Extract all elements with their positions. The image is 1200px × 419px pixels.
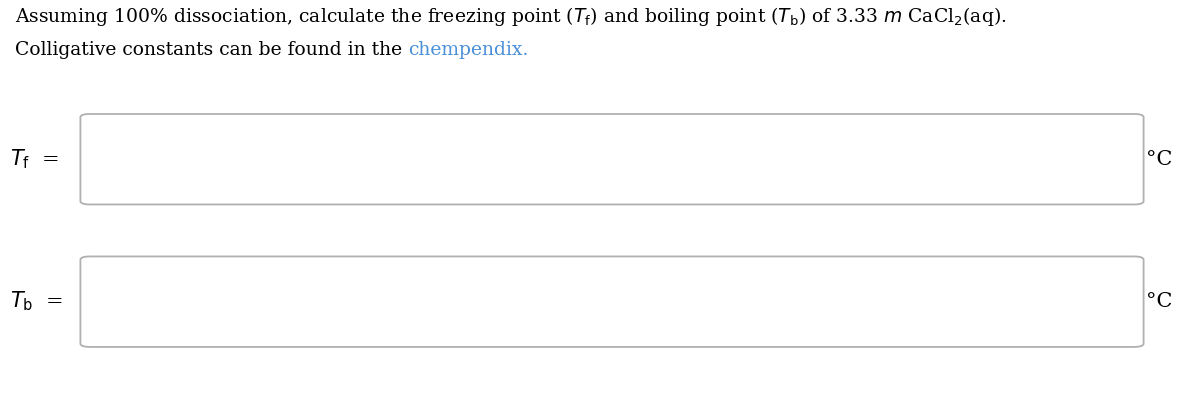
Text: Colligative constants can be found in the: Colligative constants can be found in th…: [14, 41, 408, 59]
Text: $T_\mathrm{b}$  =: $T_\mathrm{b}$ =: [10, 290, 62, 313]
Text: Assuming 100% dissociation, calculate the freezing point ($T_\mathrm{f}$) and bo: Assuming 100% dissociation, calculate th…: [14, 5, 1007, 28]
Text: $T_\mathrm{f}$  =: $T_\mathrm{f}$ =: [10, 147, 59, 171]
Text: °C: °C: [1146, 292, 1172, 311]
FancyBboxPatch shape: [80, 114, 1144, 204]
Text: chempendix.: chempendix.: [408, 41, 528, 59]
Text: °C: °C: [1146, 150, 1172, 169]
FancyBboxPatch shape: [80, 256, 1144, 347]
